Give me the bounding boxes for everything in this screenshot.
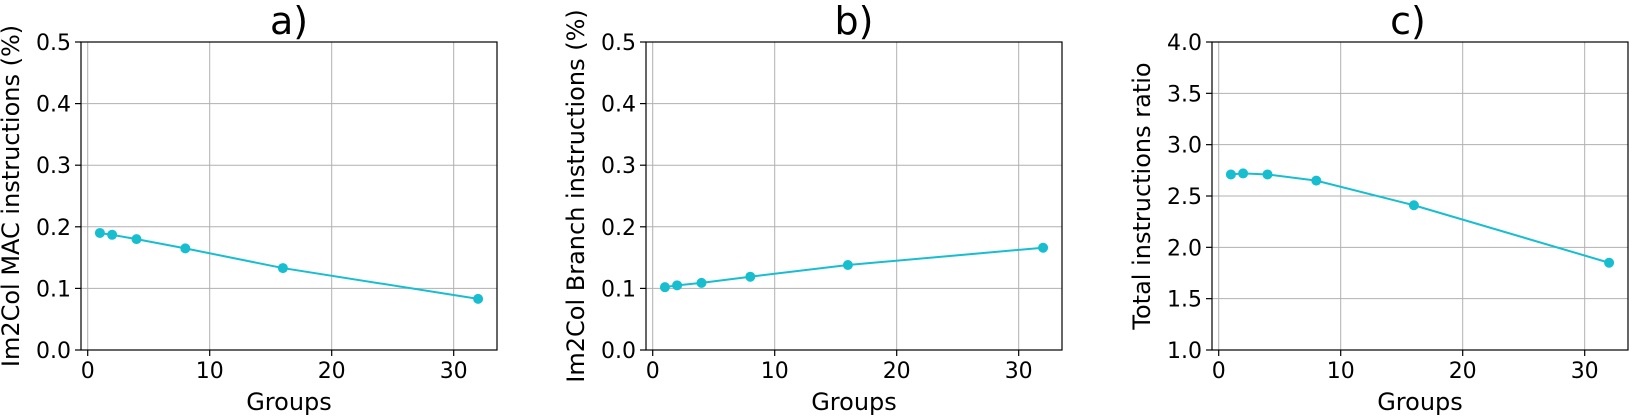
y-tick-label-b-2: 0.2	[601, 216, 636, 241]
data-point-a-4	[277, 263, 288, 274]
ticks-c: 0 10 20 30 1.0 1.5 2.0 2.5 3.0 3.5 4.0	[1167, 31, 1599, 384]
y-tick-label-a-4: 0.4	[36, 93, 71, 118]
data-point-c-3	[1311, 175, 1322, 186]
series-c	[1225, 168, 1615, 268]
series-b	[659, 242, 1049, 293]
grid-c	[1212, 41, 1628, 351]
y-tick-label-c-3: 2.5	[1167, 185, 1202, 210]
series-line-b	[664, 246, 1044, 289]
series-a	[94, 227, 484, 304]
x-tick-label-c-1: 10	[1327, 359, 1355, 384]
y-axis-label-b: Im2Col Branch instructions (%)	[562, 9, 590, 382]
y-tick-label-c-1: 1.5	[1167, 288, 1202, 313]
data-point-a-1	[107, 229, 118, 240]
y-tick-label-a-3: 0.3	[36, 154, 71, 179]
x-tick-label-c-3: 30	[1571, 359, 1599, 384]
data-point-a-0	[94, 227, 105, 238]
axes-frame-a	[80, 41, 498, 351]
data-point-b-2	[696, 277, 707, 288]
y-tick-label-c-5: 3.5	[1167, 82, 1202, 107]
data-point-a-2	[131, 234, 142, 245]
x-tick-label-b-1: 10	[761, 359, 789, 384]
x-tick-label-a-2: 20	[318, 359, 346, 384]
x-tick-label-c-0: 0	[1212, 359, 1226, 384]
x-tick-label-b-0: 0	[646, 359, 660, 384]
data-point-c-1	[1238, 168, 1249, 179]
y-axis-label-c: Total instructions ratio	[1128, 62, 1156, 330]
y-tick-label-b-3: 0.3	[601, 154, 636, 179]
x-tick-label-b-2: 20	[883, 359, 911, 384]
data-point-c-2	[1262, 169, 1273, 180]
ticks-a: 0 10 20 30 0.0 0.1 0.2 0.3 0.4 0.5	[36, 31, 468, 384]
x-axis-label-c: Groups	[1377, 388, 1463, 416]
y-tick-label-a-0: 0.0	[36, 339, 71, 364]
data-point-a-5	[473, 293, 484, 304]
data-point-c-4	[1408, 200, 1419, 211]
y-tick-label-b-0: 0.0	[601, 339, 636, 364]
axes-frame-b	[645, 41, 1063, 351]
y-tick-label-c-4: 3.0	[1167, 134, 1202, 159]
y-tick-label-c-2: 2.0	[1167, 236, 1202, 261]
panel-b: 0 10 20 30 0.0 0.1 0.2 0.3 0.4 0.5 b) Groups Im2C…	[562, 0, 1063, 416]
data-point-c-0	[1225, 169, 1236, 180]
y-tick-label-c-6: 4.0	[1167, 31, 1202, 56]
y-tick-label-b-4: 0.4	[601, 93, 636, 118]
panel-title-c: c)	[1390, 0, 1426, 43]
data-point-b-0	[659, 282, 670, 293]
y-tick-label-b-5: 0.5	[601, 31, 636, 56]
data-point-b-5	[1038, 242, 1049, 253]
data-point-b-4	[842, 259, 853, 270]
series-line-c	[1230, 172, 1610, 264]
x-axis-label-b: Groups	[811, 388, 897, 416]
data-point-b-3	[745, 271, 756, 282]
y-axis-label-a: Im2Col MAC instructions (%)	[0, 25, 25, 367]
panel-a: 0 10 20 30 0.0 0.1 0.2 0.3 0.4 0.5 a) Groups Im2C…	[0, 0, 498, 416]
series-line-a	[99, 231, 479, 300]
x-tick-label-b-3: 30	[1005, 359, 1033, 384]
x-axis-label-a: Groups	[246, 388, 332, 416]
x-tick-label-c-2: 20	[1449, 359, 1477, 384]
grid-a	[81, 41, 497, 351]
data-point-c-5	[1604, 257, 1615, 268]
y-tick-label-a-1: 0.1	[36, 277, 71, 302]
panel-c: 0 10 20 30 1.0 1.5 2.0 2.5 3.0 3.5 4.0 c) Groups T…	[1128, 0, 1629, 416]
y-tick-label-a-5: 0.5	[36, 31, 71, 56]
x-tick-label-a-0: 0	[81, 359, 95, 384]
y-tick-label-b-1: 0.1	[601, 277, 636, 302]
ticks-b: 0 10 20 30 0.0 0.1 0.2 0.3 0.4 0.5	[601, 31, 1033, 384]
panel-title-a: a)	[270, 0, 308, 43]
y-tick-label-a-2: 0.2	[36, 216, 71, 241]
y-tick-label-c-0: 1.0	[1167, 339, 1202, 364]
panel-title-b: b)	[835, 0, 874, 43]
grid-b	[646, 41, 1062, 351]
data-point-a-3	[180, 243, 191, 254]
x-tick-label-a-1: 10	[196, 359, 224, 384]
x-tick-label-a-3: 30	[440, 359, 468, 384]
data-point-b-1	[672, 280, 683, 291]
